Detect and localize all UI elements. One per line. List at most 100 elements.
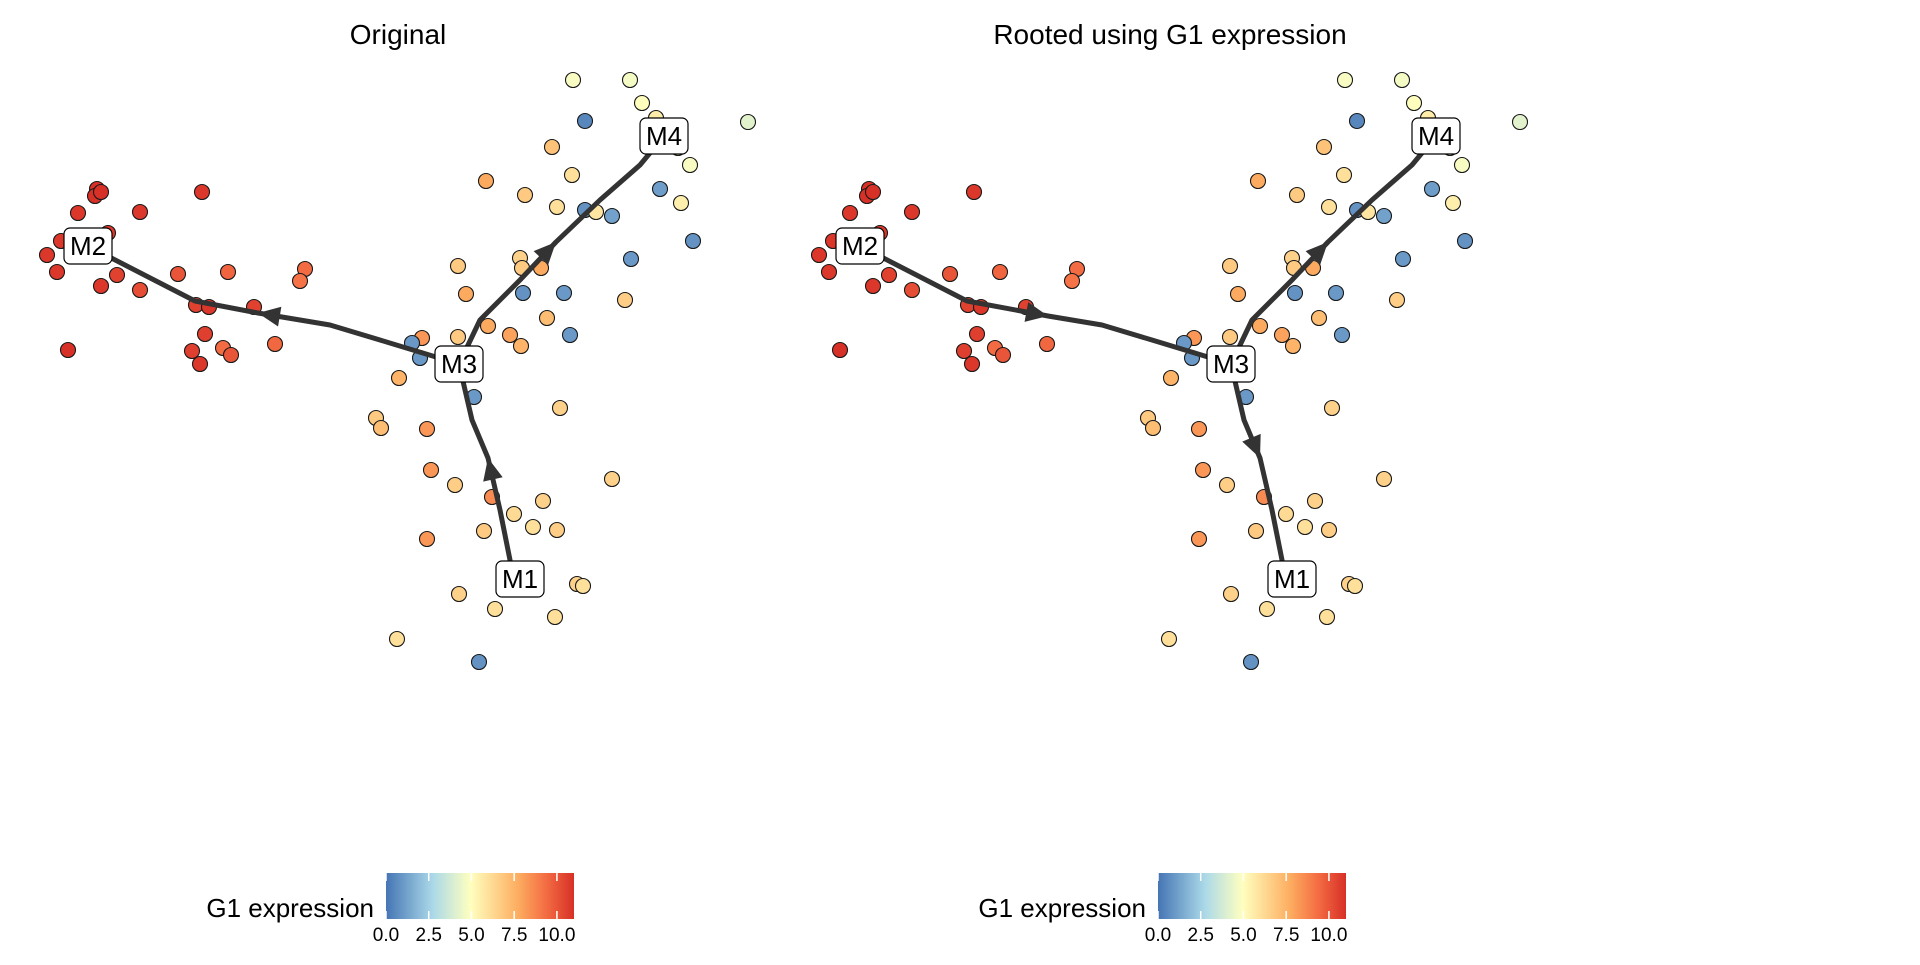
cell-point (548, 198, 566, 216)
cell-point (622, 250, 640, 268)
cell-point (739, 113, 757, 131)
legend-tick-label: 10.0 (538, 925, 575, 946)
cell-point (651, 180, 669, 198)
cell-point (108, 266, 126, 284)
cell-point (564, 71, 582, 89)
cell-point (820, 263, 838, 281)
cell-point (543, 138, 561, 156)
cell-point (546, 608, 564, 626)
cell-point (548, 521, 566, 539)
cell-point (1162, 369, 1180, 387)
milestone-box (434, 345, 484, 383)
milestone-box (495, 560, 545, 598)
legend-ticks: 0.0 2.5 5.0 7.5 10.0 (373, 873, 575, 946)
panel-title: Rooted using G1 expression (993, 19, 1346, 50)
milestone-label: M3 (441, 349, 477, 379)
cell-point (477, 172, 495, 190)
milestone-box (1206, 345, 1256, 383)
cell-point (1249, 172, 1267, 190)
legend-tick-label: 10.0 (1310, 925, 1347, 946)
milestone-m4: M4 (1411, 117, 1461, 155)
milestone-m2: M2 (63, 227, 113, 265)
cell-point (422, 461, 440, 479)
cell-point (1333, 326, 1351, 344)
cell-point (1511, 113, 1529, 131)
cell-point (1306, 492, 1324, 510)
cell-point (196, 325, 214, 343)
cell-layer (810, 71, 1529, 671)
cell-point (841, 204, 859, 222)
cell-point (1456, 232, 1474, 250)
cell-point (681, 156, 699, 174)
legend-tick-label: 7.5 (1273, 925, 1299, 946)
cell-point (449, 257, 467, 275)
legend-colorbar (1158, 873, 1346, 919)
cell-point (1286, 284, 1304, 302)
cell-point (388, 630, 406, 648)
cell-point (1348, 112, 1366, 130)
cell-point (903, 281, 921, 299)
milestone-label: M2 (842, 231, 878, 261)
cell-point (48, 263, 66, 281)
legend-tick-label: 0.0 (1145, 925, 1171, 946)
cell-point (131, 281, 149, 299)
color-legend: G1 expression 0.0 2.5 5.0 7.5 10.0 (978, 873, 1347, 946)
milestone-label: M3 (1213, 349, 1249, 379)
cell-point (1296, 518, 1314, 536)
cell-point (1315, 138, 1333, 156)
cell-point (1144, 419, 1162, 437)
cell-point (193, 183, 211, 201)
cell-point (864, 183, 882, 201)
cell-point (1335, 166, 1353, 184)
trajectory-edges (85, 133, 667, 563)
edge-m3-m2 (85, 243, 462, 367)
cell-point (486, 600, 504, 618)
cell-point (555, 284, 573, 302)
panel-title: Original (350, 19, 446, 50)
legend-tick-label: 2.5 (416, 925, 442, 946)
cell-point (222, 346, 240, 364)
cell-point (1318, 608, 1336, 626)
legend-tick-label: 2.5 (1188, 925, 1214, 946)
cell-point (991, 263, 1009, 281)
cell-point (1375, 470, 1393, 488)
cell-point (1229, 285, 1247, 303)
cell-point (1277, 505, 1295, 523)
milestone-m2: M2 (835, 227, 885, 265)
cell-point (266, 335, 284, 353)
cell-point (1375, 207, 1393, 225)
legend-tick-label: 0.0 (373, 925, 399, 946)
cell-point (1453, 156, 1471, 174)
milestone-m3: M3 (434, 345, 484, 383)
cell-point (1258, 600, 1276, 618)
cell-point (1273, 326, 1291, 344)
milestone-box (63, 227, 113, 265)
cell-point (512, 337, 530, 355)
cell-point (1218, 476, 1236, 494)
cell-point (810, 246, 828, 264)
cell-point (1346, 577, 1364, 595)
cell-point (684, 232, 702, 250)
cell-point (1327, 284, 1345, 302)
cell-point (963, 355, 981, 373)
cell-point (514, 284, 532, 302)
cell-point (92, 183, 110, 201)
cell-point (1221, 328, 1239, 346)
milestone-box (639, 117, 689, 155)
edge-arrowhead (1242, 433, 1261, 458)
panel-rooted: Rooted using G1 expression M1 M2 M3 M4 G1 e… (810, 19, 1529, 946)
cell-point (69, 204, 87, 222)
milestone-box (1267, 560, 1317, 598)
cell-point (1251, 317, 1269, 335)
cell-point (183, 342, 201, 360)
cell-point (563, 166, 581, 184)
edge-arrowhead (533, 242, 556, 265)
cell-point (446, 476, 464, 494)
milestone-label: M4 (1418, 121, 1454, 151)
legend-tick-label: 5.0 (458, 925, 484, 946)
cell-point (603, 207, 621, 225)
edge-m2-m3 (857, 243, 1234, 367)
cell-point (561, 326, 579, 344)
cell-point (450, 585, 468, 603)
